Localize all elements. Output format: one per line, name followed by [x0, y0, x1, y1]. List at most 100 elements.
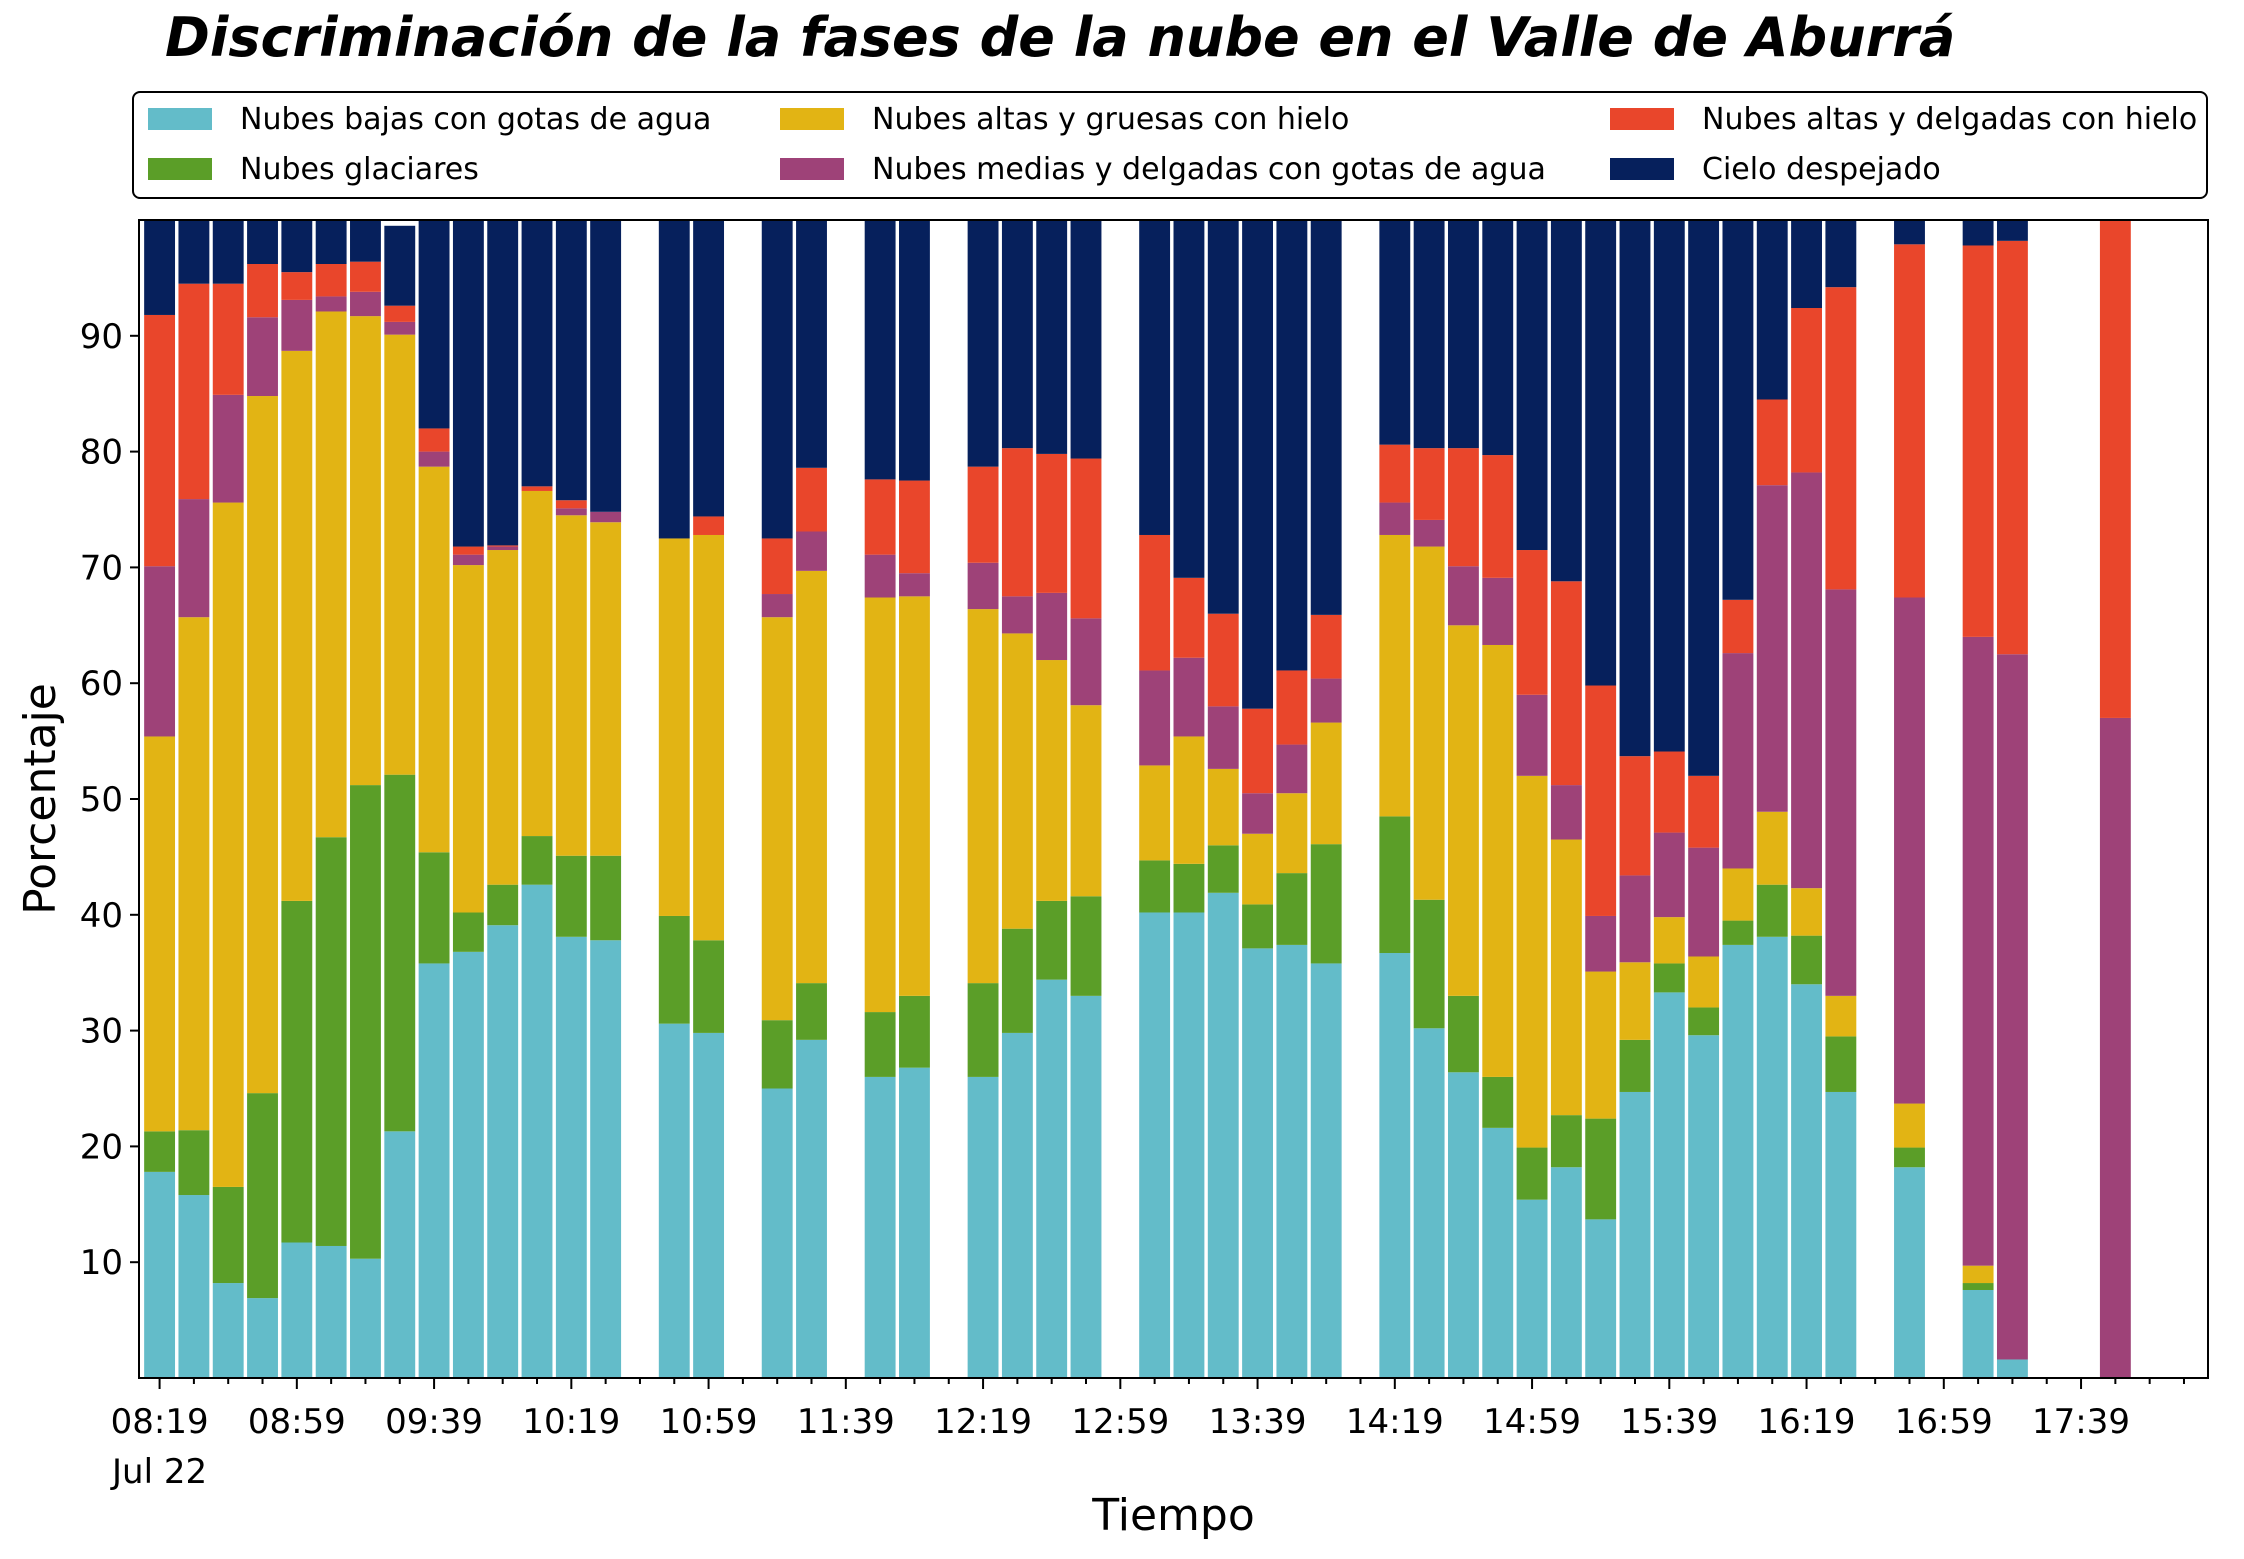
bar-segment	[281, 272, 313, 300]
legend-label: Nubes bajas con gotas de agua	[240, 101, 712, 137]
bar-segment	[1550, 785, 1582, 840]
bar-segment	[2099, 220, 2131, 718]
bar-segment	[452, 220, 484, 547]
bar-segment	[899, 220, 930, 481]
bar-segment	[247, 1298, 278, 1378]
bar-segment	[1413, 899, 1445, 1029]
bar-segment	[521, 486, 553, 491]
bar-segment	[1722, 920, 1754, 945]
bar-segment	[1825, 1091, 1857, 1378]
bar-segment	[1791, 472, 1822, 889]
bar-segment	[1653, 751, 1685, 833]
bar-segment	[315, 1245, 347, 1378]
bar-segment	[2099, 717, 2131, 1378]
bar-segment	[315, 296, 347, 312]
x-tick-sublabel: Jul 22	[110, 1452, 207, 1492]
bar-segment	[1379, 816, 1411, 954]
bar-segment	[350, 785, 381, 1259]
bar-segment	[1173, 912, 1205, 1378]
bar-segment	[1894, 1103, 1925, 1148]
bar-segment	[1413, 448, 1445, 520]
bar-segment	[1413, 519, 1445, 547]
bar-segment	[178, 283, 210, 500]
bar-segment	[1653, 917, 1685, 964]
legend-swatch	[780, 158, 844, 180]
bar-segment	[1207, 845, 1239, 893]
bar-segment	[1310, 220, 1342, 615]
bar-segment	[1036, 220, 1068, 454]
x-tick-label: 16:19	[1758, 1402, 1856, 1442]
bar-segment	[658, 1023, 690, 1378]
bar-segment	[899, 596, 930, 996]
bar-segment	[1001, 633, 1033, 929]
legend-item: Nubes altas y gruesas con hielo	[780, 97, 1349, 141]
y-axis: 10 20 30 40 50 60 70 80 90	[80, 317, 139, 1283]
bar-segment	[1139, 220, 1171, 535]
bar-segment	[1619, 1091, 1651, 1378]
bar-segment	[384, 321, 416, 335]
bar-segment	[1756, 811, 1788, 885]
x-tick-label: 17:39	[2032, 1402, 2130, 1442]
bar-segment	[1139, 534, 1171, 671]
bar-segment	[418, 963, 450, 1378]
bar-segment	[350, 1258, 381, 1378]
legend-swatch	[1610, 158, 1674, 180]
bar-segment	[1447, 1072, 1479, 1378]
bar-segment	[899, 995, 930, 1068]
bar-segment	[1550, 1115, 1582, 1168]
bar-segment	[1207, 768, 1239, 846]
bar-segment	[1139, 670, 1171, 766]
x-tick-label: 10:59	[660, 1402, 758, 1442]
bar-segment	[521, 220, 553, 487]
bar-segment	[1585, 220, 1617, 686]
legend-item: Nubes altas y delgadas con hielo	[1610, 97, 2197, 141]
x-tick-label: 16:59	[1895, 1402, 1993, 1442]
x-tick-label: 09:39	[385, 1402, 483, 1442]
bar-segment	[1894, 1147, 1925, 1168]
bar-segment	[1962, 220, 1994, 246]
bar-segment	[1550, 581, 1582, 786]
legend-swatch	[148, 108, 212, 130]
bar-segment	[350, 316, 381, 786]
bar-segment	[1756, 399, 1788, 486]
legend-item: Nubes glaciares	[148, 147, 479, 191]
bar-segment	[1653, 992, 1685, 1378]
legend-swatch	[148, 158, 212, 180]
bar-segment	[487, 220, 519, 546]
bar-segment	[1688, 775, 1720, 848]
bar-segment	[1310, 963, 1342, 1378]
bar-segment	[1962, 1289, 1994, 1378]
bar-segment	[1585, 915, 1617, 972]
bar-segment	[1894, 1167, 1925, 1378]
bar-segment	[1688, 847, 1720, 957]
x-axis-label: Tiempo	[1091, 1490, 1255, 1541]
bar-segment	[178, 220, 210, 284]
bar-segment	[555, 220, 587, 501]
bar-segment	[1791, 888, 1822, 936]
bar-segment	[1619, 962, 1651, 1040]
bar-segment	[281, 1242, 313, 1378]
bar-segment	[247, 317, 278, 397]
y-tick-label: 10	[80, 1243, 123, 1283]
bar-segment	[1207, 613, 1239, 707]
bar-segment	[1173, 657, 1205, 737]
bar-segment	[967, 983, 999, 1077]
bar-segment	[1379, 534, 1411, 817]
bar-segment	[1619, 220, 1651, 757]
bar-segment	[178, 499, 210, 618]
bar-segment	[1722, 220, 1754, 600]
bar-segment	[1516, 694, 1548, 776]
bar-segment	[1447, 448, 1479, 567]
legend-swatch	[1610, 108, 1674, 130]
bar-segment	[796, 983, 827, 1040]
bar-segment	[1619, 756, 1651, 876]
bar-segment	[967, 609, 999, 984]
bar-segment	[555, 500, 587, 509]
bar-segment	[1825, 589, 1857, 996]
bar-segment	[144, 220, 176, 315]
y-tick-label: 90	[80, 317, 123, 357]
bar-segment	[693, 1032, 725, 1378]
x-tick-label: 08:59	[248, 1402, 346, 1442]
bar-segment	[1791, 220, 1822, 309]
